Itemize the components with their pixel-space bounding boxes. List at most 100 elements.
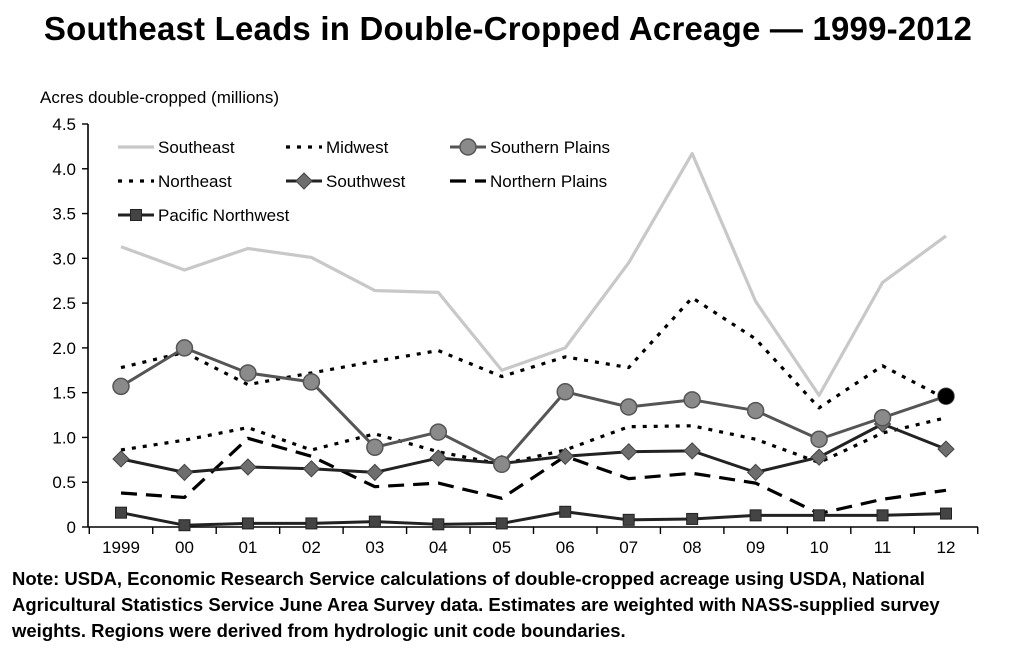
series-southern-plains xyxy=(112,339,955,474)
data-point-southwest xyxy=(810,448,828,466)
series-line-northern-plains xyxy=(120,436,947,516)
legend-marker-southwest xyxy=(295,172,313,190)
series-line-midwest xyxy=(120,296,947,410)
data-point-southwest xyxy=(619,443,638,461)
data-point-pacific-northwest xyxy=(178,519,191,532)
data-point-southwest xyxy=(683,442,701,460)
data-point-pacific-northwest xyxy=(432,518,445,531)
x-tick-label: 00 xyxy=(175,538,194,557)
data-point-pacific-northwest xyxy=(495,517,508,530)
x-tick-label: 09 xyxy=(746,538,765,557)
y-tick-label: 3.0 xyxy=(52,249,76,268)
legend: Southeast Midwest Southern Plains Northeast… xyxy=(118,138,610,225)
data-point-southern-plains xyxy=(302,373,321,391)
data-point-southwest xyxy=(429,449,448,467)
data-point-southwest xyxy=(937,440,955,458)
series-midwest xyxy=(120,296,947,410)
legend-item-northeast: Northeast xyxy=(118,172,232,191)
data-point-southern-plains xyxy=(112,377,130,396)
data-point-pacific-northwest xyxy=(368,515,381,528)
legend-label-southern-plains: Southern Plains xyxy=(490,138,610,157)
y-tick-label: 2.0 xyxy=(52,339,76,358)
x-tick-label: 11 xyxy=(874,538,892,557)
data-point-pacific-northwest xyxy=(305,517,318,530)
data-point-southern-plains xyxy=(493,455,511,474)
legend-label-pacific-northwest: Pacific Northwest xyxy=(158,206,290,225)
x-tick-label: 10 xyxy=(810,538,829,557)
data-point-southwest xyxy=(556,447,574,465)
data-point-pacific-northwest xyxy=(940,507,952,520)
data-point-pacific-northwest xyxy=(749,509,762,522)
x-tick-label: 05 xyxy=(492,538,511,557)
legend-marker-pacific-northwest xyxy=(130,209,142,221)
data-point-pacific-northwest xyxy=(622,513,635,526)
series-line-southwest xyxy=(120,422,947,474)
series-layer xyxy=(112,151,955,532)
series-line-southern-plains xyxy=(120,346,947,466)
y-tick-label: 2.5 xyxy=(52,294,76,313)
data-point-southern-plains xyxy=(366,438,384,457)
data-point-pacific-northwest xyxy=(115,506,127,519)
legend-label-midwest: Midwest xyxy=(326,138,389,157)
data-point-southern-plains xyxy=(619,398,638,416)
legend-marker-southern-plains xyxy=(459,138,477,156)
series-line-southeast xyxy=(120,151,947,397)
data-point-southwest xyxy=(112,450,130,468)
data-point-pacific-northwest xyxy=(241,517,254,530)
data-point-southern-plains xyxy=(746,401,765,420)
x-tick-label: 01 xyxy=(238,538,257,557)
data-point-pacific-northwest xyxy=(559,505,572,518)
legend-item-southwest: Southwest xyxy=(286,172,406,191)
x-tick-label: 02 xyxy=(302,538,321,557)
series-southwest xyxy=(112,415,955,482)
legend-label-northern-plains: Northern Plains xyxy=(490,172,607,191)
y-tick-label: 0 xyxy=(67,518,76,537)
legend-item-northern-plains: Northern Plains xyxy=(450,172,607,191)
legend-item-southern-plains: Southern Plains xyxy=(450,138,610,157)
x-tick-label: 07 xyxy=(619,538,638,557)
legend-item-southeast: Southeast xyxy=(118,138,235,157)
chart-title: Southeast Leads in Double-Cropped Acreag… xyxy=(43,10,973,47)
data-point-southwest xyxy=(175,463,194,482)
y-tick-label: 1.5 xyxy=(52,384,76,403)
legend-item-midwest: Midwest xyxy=(286,138,389,157)
axes: 0 0.5 1.0 1.5 2.0 2.5 3.0 3.5 4.0 4.5 1999 00 01 02 03… xyxy=(52,115,979,557)
legend-label-northeast: Northeast xyxy=(158,172,232,191)
legend-item-pacific-northwest: Pacific Northwest xyxy=(118,206,290,225)
x-tick-label: 08 xyxy=(683,538,702,557)
data-point-southern-plains xyxy=(556,383,574,401)
x-tick-label: 1999 xyxy=(102,538,140,557)
y-tick-label: 3.5 xyxy=(52,205,76,224)
series-southeast xyxy=(120,151,947,397)
series-northern-plains xyxy=(120,436,947,516)
data-point-southwest xyxy=(302,460,321,478)
y-tick-label: 1.0 xyxy=(52,428,76,447)
legend-label-southeast: Southeast xyxy=(158,138,235,157)
y-tick-label: 4.0 xyxy=(52,160,76,179)
data-point-southwest xyxy=(746,463,765,482)
data-point-pacific-northwest xyxy=(876,509,889,522)
data-point-southern-plains xyxy=(873,408,892,427)
x-tick-label: 06 xyxy=(556,538,575,557)
x-tick-label: 12 xyxy=(937,538,956,557)
x-tick-label: 04 xyxy=(429,538,448,557)
chart-note: Note: USDA, Economic Research Service ca… xyxy=(12,568,940,641)
legend-label-southwest: Southwest xyxy=(326,172,406,191)
data-point-southwest xyxy=(366,463,384,482)
data-point-pacific-northwest xyxy=(686,512,699,525)
highlight-point xyxy=(938,388,954,405)
data-point-southern-plains xyxy=(810,430,828,448)
y-tick-label: 0.5 xyxy=(52,473,76,492)
data-point-pacific-northwest xyxy=(813,509,826,522)
data-point-southern-plains xyxy=(175,339,194,357)
x-tick-label: 03 xyxy=(365,538,384,557)
data-point-southern-plains xyxy=(683,391,701,409)
data-point-southern-plains xyxy=(429,423,448,441)
data-point-southern-plains xyxy=(239,364,257,382)
series-pacific-northwest xyxy=(115,505,952,532)
y-axis-label: Acres double-cropped (millions) xyxy=(40,88,280,107)
series-line-pacific-northwest xyxy=(120,510,947,527)
data-point-southwest xyxy=(239,458,257,476)
y-tick-label: 4.5 xyxy=(52,115,76,134)
